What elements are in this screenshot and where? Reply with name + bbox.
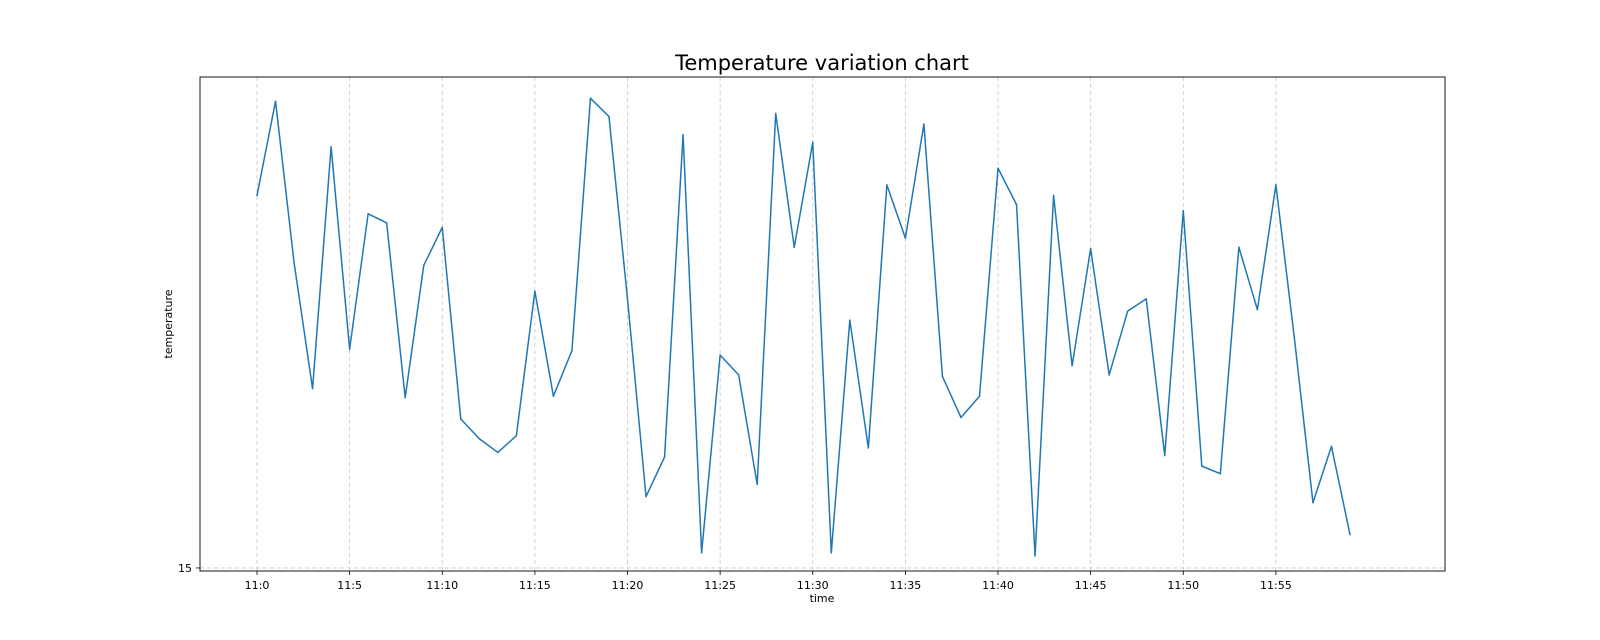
data-point	[700, 551, 703, 554]
series-layer	[256, 97, 1351, 557]
data-point	[404, 396, 407, 399]
data-point	[886, 184, 888, 186]
tick-layer: 11:0 11:5 11:10 11:15 11:20 11:25 11:30 11:35 11…	[178, 562, 1292, 592]
y-axis-label: temperature	[162, 289, 175, 358]
data-point	[811, 141, 814, 144]
data-point	[849, 319, 851, 322]
data-point	[534, 290, 536, 293]
x-tick-label: 11:50	[1167, 579, 1199, 592]
data-point	[367, 213, 369, 215]
series-line-temperature	[256, 97, 1351, 557]
data-point	[1256, 308, 1259, 311]
grid-layer	[200, 77, 1445, 571]
x-tick-label: 11:25	[704, 579, 736, 592]
x-tick-label: 11:35	[890, 579, 922, 592]
x-tick-label: 11:0	[245, 579, 270, 592]
data-point	[1126, 310, 1129, 312]
x-tick-label: 11:45	[1075, 579, 1107, 592]
x-tick-label: 11:20	[612, 579, 644, 592]
x-tick-label: 11:40	[982, 579, 1014, 592]
data-point	[1145, 298, 1148, 300]
data-point	[793, 246, 796, 249]
data-point	[1182, 209, 1185, 212]
x-tick-label: 11:5	[337, 579, 362, 592]
data-point	[1200, 465, 1203, 467]
x-tick-label: 11:10	[426, 579, 458, 592]
data-point	[978, 395, 981, 398]
data-point	[867, 447, 870, 449]
data-point	[274, 100, 277, 103]
data-point	[422, 264, 425, 267]
x-axis-label: time	[810, 592, 835, 605]
data-point	[682, 133, 684, 136]
plot-area-frame	[199, 76, 1446, 572]
data-point	[941, 375, 944, 378]
data-point	[385, 222, 388, 224]
data-point	[1349, 533, 1351, 536]
x-tick-label: 11:55	[1260, 579, 1292, 592]
data-point	[552, 395, 555, 398]
x-tick-label: 11:30	[797, 579, 829, 592]
data-point	[1052, 194, 1055, 197]
data-point	[459, 418, 462, 420]
x-tick-label: 11:15	[519, 579, 551, 592]
data-point	[1238, 246, 1240, 249]
data-point	[904, 237, 907, 239]
data-point	[663, 456, 666, 458]
data-point	[1089, 247, 1092, 250]
data-point	[1293, 337, 1296, 340]
data-point	[626, 298, 629, 300]
data-point	[1275, 184, 1277, 186]
data-point	[737, 374, 740, 376]
data-point	[997, 167, 999, 169]
data-point	[293, 261, 295, 264]
data-point	[719, 354, 721, 356]
data-point	[1071, 365, 1073, 367]
data-point	[1015, 203, 1018, 206]
data-point	[589, 97, 592, 100]
data-point	[348, 348, 351, 350]
data-point	[497, 451, 499, 454]
data-point	[1034, 555, 1036, 557]
data-point	[1312, 501, 1314, 504]
data-point	[645, 495, 647, 498]
data-point	[571, 349, 573, 352]
data-point	[256, 194, 258, 197]
data-point	[960, 416, 962, 419]
data-point	[774, 112, 777, 115]
data-point	[311, 387, 314, 390]
data-point	[1163, 454, 1166, 457]
data-point	[1219, 472, 1222, 475]
y-tick-label: 15	[178, 562, 192, 575]
data-point	[441, 226, 444, 229]
data-point	[608, 115, 610, 118]
data-point	[1330, 445, 1333, 448]
data-point	[830, 551, 833, 554]
data-point	[330, 146, 332, 148]
data-point	[478, 437, 481, 440]
data-point	[756, 483, 758, 486]
data-point	[1108, 374, 1110, 376]
chart-title: Temperature variation chart	[674, 51, 969, 75]
data-point	[515, 434, 518, 437]
data-point	[923, 123, 925, 125]
